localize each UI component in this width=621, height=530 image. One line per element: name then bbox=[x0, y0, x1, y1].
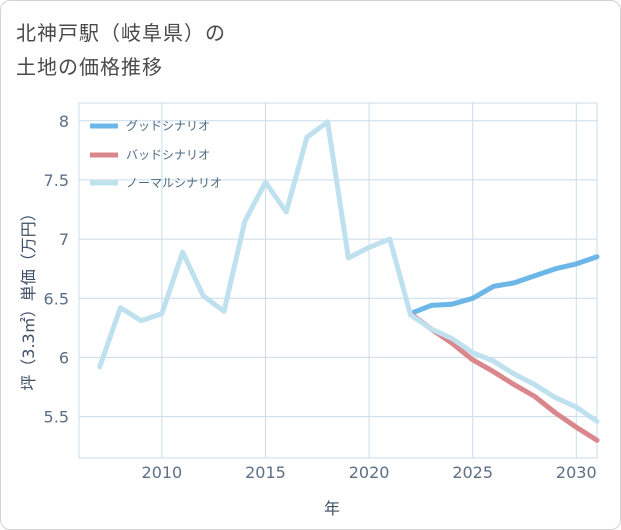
y-tick-label: 7 bbox=[59, 230, 69, 249]
y-tick-label: 6.5 bbox=[44, 289, 69, 308]
series-lines bbox=[97, 119, 600, 443]
x-tick-label: 2025 bbox=[452, 463, 493, 482]
plot-frame bbox=[78, 102, 598, 459]
y-axis-label: 坪（3.3㎡）単価（万円） bbox=[19, 205, 38, 390]
series-line-normal bbox=[97, 119, 600, 424]
x-tick-label: 2030 bbox=[556, 463, 597, 482]
y-tick-labels: 5.5 6 6.5 7 7.5 8 bbox=[44, 112, 69, 427]
x-tick-label: 2015 bbox=[245, 463, 286, 482]
y-tick-label: 6 bbox=[59, 348, 69, 367]
x-tick-labels: 2010 2015 2020 2025 2030 bbox=[142, 463, 597, 482]
legend-label-good: グッドシナリオ bbox=[126, 119, 210, 133]
y-tick-label: 5.5 bbox=[44, 408, 69, 427]
title-line-1: 北神戸駅（岐阜県）の bbox=[16, 21, 226, 45]
y-tick-label: 8 bbox=[59, 112, 69, 131]
x-tick-label: 2020 bbox=[349, 463, 390, 482]
title-line-2: 土地の価格推移 bbox=[16, 55, 163, 79]
x-tick-label: 2010 bbox=[142, 463, 183, 482]
y-tick-label: 7.5 bbox=[44, 171, 69, 190]
legend-label-normal: ノーマルシナリオ bbox=[126, 176, 222, 190]
series-line-good bbox=[408, 254, 600, 317]
grid-lines bbox=[78, 102, 598, 459]
x-axis-label: 年 bbox=[324, 499, 340, 518]
chart-title: 北神戸駅（岐阜県）の 土地の価格推移 bbox=[16, 16, 226, 84]
legend-label-bad: バッドシナリオ bbox=[126, 148, 210, 162]
